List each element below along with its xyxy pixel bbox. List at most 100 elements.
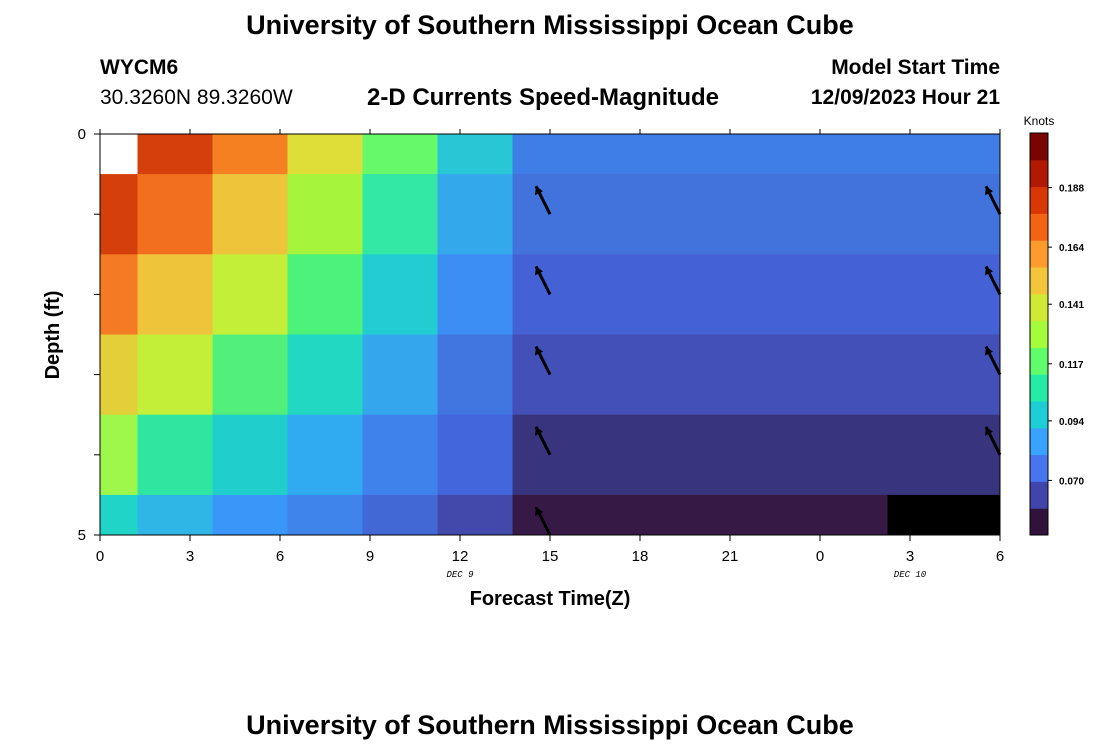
page-title: University of Southern Mississippi Ocean…: [246, 10, 854, 40]
current-vector-arrow: [984, 185, 1002, 215]
colorbar-swatch: [1030, 133, 1048, 161]
heatmap-cell: [287, 254, 363, 335]
heatmap-cell: [512, 174, 1001, 255]
colorbar: Knots 0.188 0.164 0.141 0.117 0.094 0.070: [1024, 114, 1084, 536]
current-vector-arrow: [984, 426, 1002, 456]
x-tick-label: 0: [96, 548, 104, 565]
heatmap-cell: [212, 494, 288, 536]
heatmap-cell: [100, 414, 138, 496]
y-axis: 05: [78, 126, 100, 544]
heatmap-cell: [362, 174, 438, 255]
colorbar-swatch: [1030, 267, 1048, 295]
heatmap-cell: [362, 134, 438, 175]
heatmap-cell: [287, 334, 363, 416]
x-axis-label: Forecast Time(Z): [470, 588, 631, 610]
station-coordinates: 30.3260N 89.3260W: [100, 86, 293, 109]
date-label: DEC 9: [446, 570, 474, 580]
heatmap-cell: [512, 494, 888, 536]
heatmap-cell: [212, 134, 288, 175]
x-tick-label: 18: [632, 548, 649, 565]
x-tick-label: 6: [276, 548, 284, 565]
heatmap-cell: [137, 414, 213, 496]
heatmap-cell: [137, 494, 213, 536]
colorbar-swatch: [1030, 427, 1048, 456]
heatmap-cell: [512, 414, 1001, 496]
heatmap-cell: [137, 134, 213, 175]
heatmap-cell: [287, 494, 363, 536]
heatmap-cell: [437, 254, 513, 335]
heatmap-cell: [512, 134, 1001, 175]
colorbar-swatch: [1030, 347, 1048, 375]
y-axis-label: Depth (ft): [42, 291, 64, 380]
heatmap-cell: [362, 414, 438, 496]
heatmap-cell: [437, 494, 513, 536]
heatmap-cell: [437, 334, 513, 416]
colorbar-tick-label: 0.164: [1059, 243, 1084, 254]
x-tick-label: 9: [366, 548, 374, 565]
heatmap-cell: [437, 134, 513, 175]
heatmap-cell: [100, 174, 138, 255]
colorbar-swatch: [1030, 213, 1048, 241]
current-vector-arrow: [534, 506, 552, 536]
heatmap-cell: [512, 334, 1001, 416]
heatmap-cell: [362, 494, 438, 536]
colorbar-swatch: [1030, 240, 1048, 268]
current-vectors: [534, 185, 1002, 536]
colorbar-swatch: [1030, 481, 1048, 509]
heatmap-cell: [100, 134, 138, 175]
x-axis: 0 3 6 9 12 15 18 21 0 3 6 DEC 9 DEC 10: [96, 129, 1004, 580]
heatmap-cell: [287, 134, 363, 175]
current-vector-arrow: [534, 265, 552, 296]
colorbar-swatch: [1030, 159, 1048, 188]
colorbar-tick-label: 0.070: [1059, 476, 1084, 487]
x-tick-label: 3: [186, 548, 194, 565]
model-start-value: 12/09/2023 Hour 21: [810, 86, 1000, 109]
colorbar-swatch: [1030, 508, 1048, 536]
heatmap-cell: [437, 174, 513, 255]
colorbar-swatch: [1030, 454, 1048, 482]
heatmap-cell: [212, 174, 288, 255]
current-vector-arrow: [534, 185, 552, 215]
heatmap-cell: [287, 414, 363, 496]
heatmap-cell: [212, 414, 288, 496]
x-tick-label: 12: [452, 548, 469, 565]
heatmap-cell: [287, 174, 363, 255]
current-vector-arrow: [984, 345, 1002, 376]
heatmap-cell: [137, 254, 213, 335]
heatmap-cell: [100, 334, 138, 416]
x-tick-label: 15: [542, 548, 559, 565]
heatmap-cell: [137, 174, 213, 255]
heatmap-cells: [100, 134, 1001, 536]
station-id: WYCM6: [100, 56, 179, 79]
colorbar-swatch: [1030, 293, 1048, 322]
colorbar-swatch: [1030, 186, 1048, 214]
heatmap-cell: [437, 414, 513, 496]
heatmap-cell: [362, 334, 438, 416]
heatmap-cell: [100, 254, 138, 335]
colorbar-swatch: [1030, 374, 1048, 402]
current-vector-arrow: [984, 265, 1002, 296]
date-label: DEC 10: [894, 570, 927, 580]
colorbar-tick-label: 0.094: [1059, 417, 1084, 428]
colorbar-tick-label: 0.188: [1059, 184, 1084, 195]
heatmap-cell: [362, 254, 438, 335]
heatmap-cell: [137, 334, 213, 416]
y-tick-label: 5: [78, 527, 86, 544]
colorbar-label: Knots: [1024, 114, 1055, 128]
footer-title: University of Southern Mississippi Ocean…: [246, 710, 854, 740]
heatmap-cell: [212, 334, 288, 416]
colorbar-tick-label: 0.117: [1059, 360, 1084, 371]
x-tick-label: 3: [906, 548, 914, 565]
colorbar-swatch: [1030, 320, 1048, 348]
current-vector-arrow: [534, 345, 552, 376]
heatmap-cell: [212, 254, 288, 335]
colorbar-swatch: [1030, 401, 1048, 429]
heatmap-cell: [887, 494, 1001, 536]
x-tick-label: 21: [722, 548, 739, 565]
x-tick-label: 0: [816, 548, 824, 565]
colorbar-tick-label: 0.141: [1059, 300, 1084, 311]
model-start-label: Model Start Time: [831, 56, 1000, 79]
x-tick-label: 6: [996, 548, 1004, 565]
y-tick-label: 0: [78, 126, 86, 143]
